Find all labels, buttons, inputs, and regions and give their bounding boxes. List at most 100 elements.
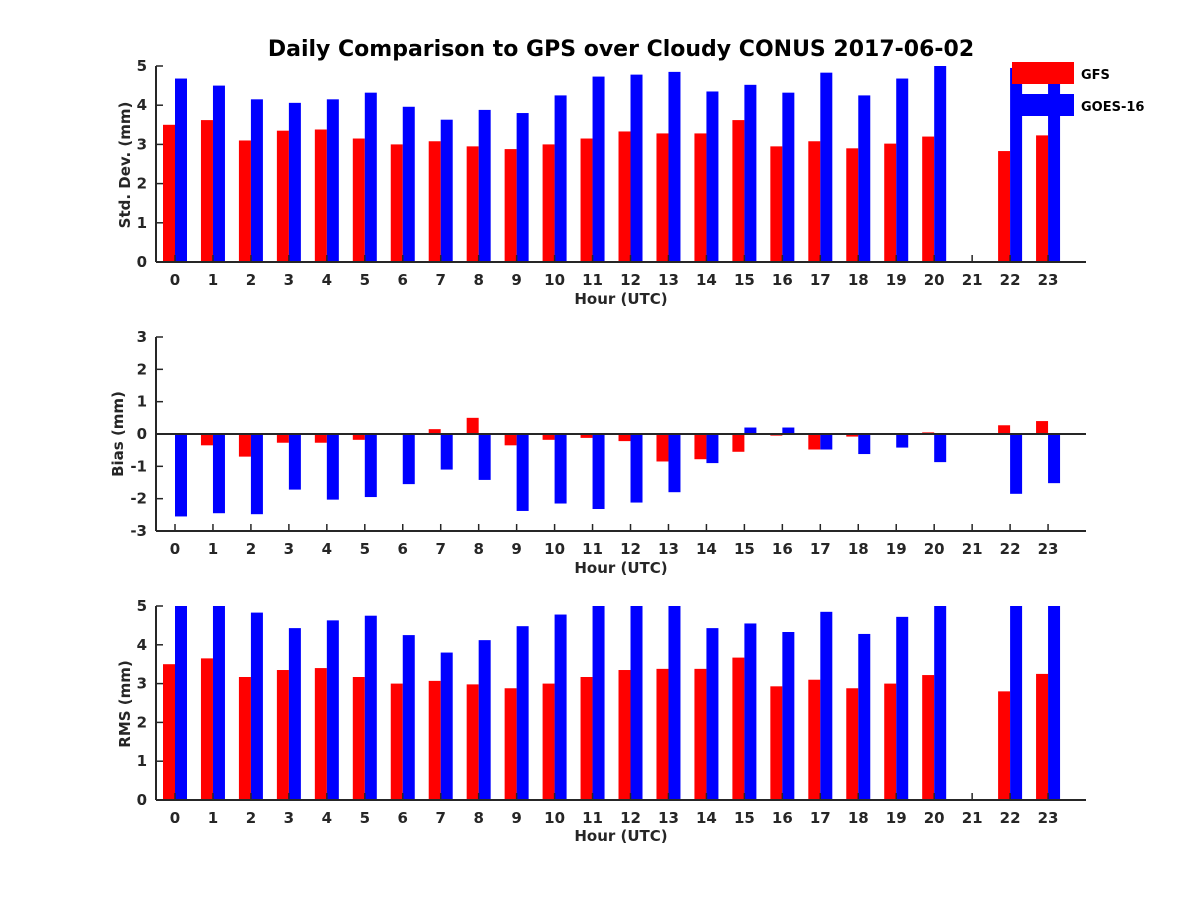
bar-goes16-hour-12 (630, 606, 643, 800)
bar-gfs-hour-14 (694, 133, 707, 262)
x-tick-label: 16 (772, 271, 793, 289)
bar-gfs-hour-2 (238, 140, 251, 262)
x-tick-label: 19 (886, 809, 907, 827)
bar-goes16-hour-11 (592, 606, 605, 800)
y-tick-label: 0 (137, 425, 147, 443)
bar-gfs-hour-3 (276, 434, 289, 443)
x-tick-label: 10 (544, 809, 565, 827)
bar-gfs-hour-6 (390, 683, 403, 800)
x-tick-label: 21 (962, 809, 983, 827)
bar-gfs-hour-13 (656, 434, 669, 462)
bar-goes16-hour-22 (1010, 67, 1023, 263)
bar-goes16-hour-10 (554, 434, 567, 504)
x-tick-label: 14 (696, 540, 717, 558)
x-tick-label: 15 (734, 271, 755, 289)
x-tick-label: 15 (734, 809, 755, 827)
x-tick-label: 10 (544, 540, 565, 558)
bar-gfs-hour-5 (352, 677, 365, 800)
bar-gfs-hour-13 (656, 133, 669, 262)
bar-gfs-hour-11 (580, 434, 593, 438)
bar-gfs-hour-14 (694, 434, 707, 460)
x-tick-label: 7 (435, 809, 445, 827)
legend: GFS GOES-16 (1012, 62, 1144, 116)
legend-label-goes16: GOES-16 (1081, 100, 1144, 115)
bar-goes16-hour-13 (668, 434, 681, 493)
y-tick-label: 3 (137, 675, 147, 693)
bar-gfs-hour-0 (163, 124, 175, 262)
bar-goes16-hour-2 (250, 99, 263, 262)
bar-gfs-hour-12 (618, 670, 631, 800)
bar-gfs-hour-10 (542, 434, 555, 440)
x-tick-label: 0 (170, 271, 180, 289)
bar-goes16-hour-14 (706, 91, 719, 262)
bar-goes16-hour-18 (858, 434, 871, 455)
bar-gfs-hour-7 (428, 141, 441, 262)
x-tick-label: 20 (924, 809, 945, 827)
x-tick-label: 20 (924, 271, 945, 289)
x-tick-label: 1 (208, 271, 218, 289)
bar-gfs-hour-15 (732, 120, 745, 262)
x-tick-label: 7 (435, 540, 445, 558)
bar-goes16-hour-13 (668, 606, 681, 800)
chart-title: Daily Comparison to GPS over Cloudy CONU… (268, 37, 974, 62)
x-axis-label: Hour (UTC) (574, 827, 667, 845)
bar-gfs-hour-5 (352, 434, 365, 440)
bar-gfs-hour-8 (466, 146, 479, 262)
x-tick-label: 10 (544, 271, 565, 289)
bar-goes16-hour-12 (630, 434, 643, 503)
bar-gfs-hour-1 (200, 120, 213, 262)
bar-gfs-hour-23 (1036, 673, 1049, 800)
y-tick-label: -2 (130, 490, 147, 508)
bar-goes16-hour-0 (175, 78, 187, 262)
legend-label-gfs: GFS (1081, 68, 1110, 83)
bar-goes16-hour-16 (782, 632, 795, 800)
x-tick-label: 16 (772, 809, 793, 827)
bar-gfs-hour-8 (466, 417, 479, 434)
bar-gfs-hour-22 (998, 151, 1011, 262)
bar-goes16-hour-1 (212, 85, 225, 262)
bar-goes16-hour-9 (516, 113, 529, 262)
bar-goes16-hour-12 (630, 74, 643, 263)
bar-goes16-hour-6 (402, 106, 415, 263)
x-tick-label: 9 (511, 540, 521, 558)
y-tick-label: 2 (137, 360, 147, 378)
x-tick-label: 8 (473, 540, 483, 558)
bar-gfs-hour-15 (732, 657, 745, 800)
x-tick-label: 22 (1000, 809, 1021, 827)
x-tick-label: 12 (620, 540, 641, 558)
bar-goes16-hour-7 (440, 434, 453, 470)
bar-goes16-hour-0 (175, 606, 187, 800)
x-axis-label: Hour (UTC) (574, 290, 667, 308)
x-tick-label: 19 (886, 540, 907, 558)
x-tick-label: 13 (658, 809, 679, 827)
bar-goes16-hour-9 (516, 434, 529, 511)
bar-gfs-hour-12 (618, 434, 631, 442)
y-axis-label: RMS (mm) (116, 660, 134, 747)
bar-gfs-hour-2 (238, 434, 251, 457)
bar-goes16-hour-20 (934, 66, 947, 262)
bar-goes16-hour-10 (554, 614, 567, 800)
x-tick-label: 16 (772, 540, 793, 558)
bar-gfs-hour-9 (504, 688, 517, 800)
x-tick-label: 22 (1000, 271, 1021, 289)
bar-gfs-hour-3 (276, 130, 289, 262)
x-tick-label: 4 (322, 809, 332, 827)
bar-gfs-hour-4 (314, 434, 327, 443)
bar-gfs-hour-22 (998, 425, 1011, 434)
y-tick-label: 0 (137, 791, 147, 809)
bar-gfs-hour-10 (542, 683, 555, 800)
bar-goes16-hour-23 (1048, 434, 1061, 484)
y-tick-label: 5 (137, 597, 147, 615)
y-axis-label: Bias (mm) (109, 391, 127, 477)
x-tick-label: 18 (848, 809, 869, 827)
x-tick-label: 2 (246, 540, 256, 558)
x-tick-label: 9 (511, 809, 521, 827)
bar-gfs-hour-1 (200, 434, 213, 446)
bar-gfs-hour-7 (428, 680, 441, 800)
y-tick-label: -3 (130, 522, 147, 540)
x-tick-label: 21 (962, 271, 983, 289)
bar-goes16-hour-8 (478, 434, 491, 480)
